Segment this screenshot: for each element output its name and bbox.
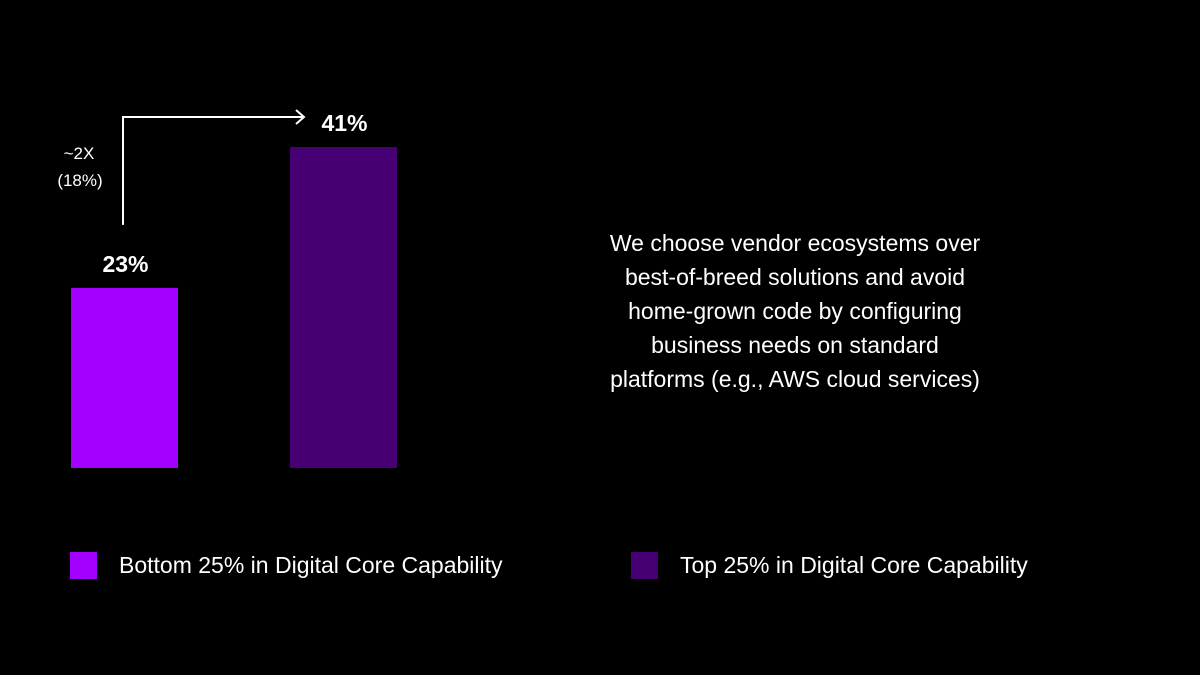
legend-item-top-25: Top 25% in Digital Core Capability bbox=[631, 548, 1028, 582]
legend: Bottom 25% in Digital Core Capability To… bbox=[70, 548, 1150, 582]
bar-value-label-2: 41% bbox=[321, 110, 367, 136]
statement-line: business needs on standard bbox=[651, 332, 939, 358]
bar-2 bbox=[290, 147, 397, 468]
bar-1 bbox=[71, 287, 178, 468]
legend-swatch-bottom-25 bbox=[70, 551, 97, 579]
comparison-annotation-multiplier: ~2X bbox=[64, 144, 95, 163]
bar-chart: 23% 41% ~2X (18%) bbox=[57, 109, 397, 468]
comparison-arrow-head bbox=[295, 109, 306, 125]
comparison-arrow-line bbox=[122, 116, 303, 225]
bar-value-label-1: 23% bbox=[102, 251, 148, 277]
statement-line: platforms (e.g., AWS cloud services) bbox=[610, 366, 980, 392]
legend-swatch-top-25 bbox=[631, 551, 658, 579]
comparison-annotation-difference: (18%) bbox=[57, 171, 102, 190]
legend-label-top-25: Top 25% in Digital Core Capability bbox=[680, 551, 1028, 578]
legend-label-bottom-25: Bottom 25% in Digital Core Capability bbox=[119, 551, 503, 578]
statement-line: We choose vendor ecosystems over bbox=[609, 230, 981, 256]
legend-item-bottom-25: Bottom 25% in Digital Core Capability bbox=[70, 548, 503, 582]
statement-line: home-grown code by configuring bbox=[628, 298, 962, 324]
statement-text: We choose vendor ecosystems over best-of… bbox=[560, 226, 1030, 396]
statement-line: best-of-breed solutions and avoid bbox=[624, 264, 966, 290]
